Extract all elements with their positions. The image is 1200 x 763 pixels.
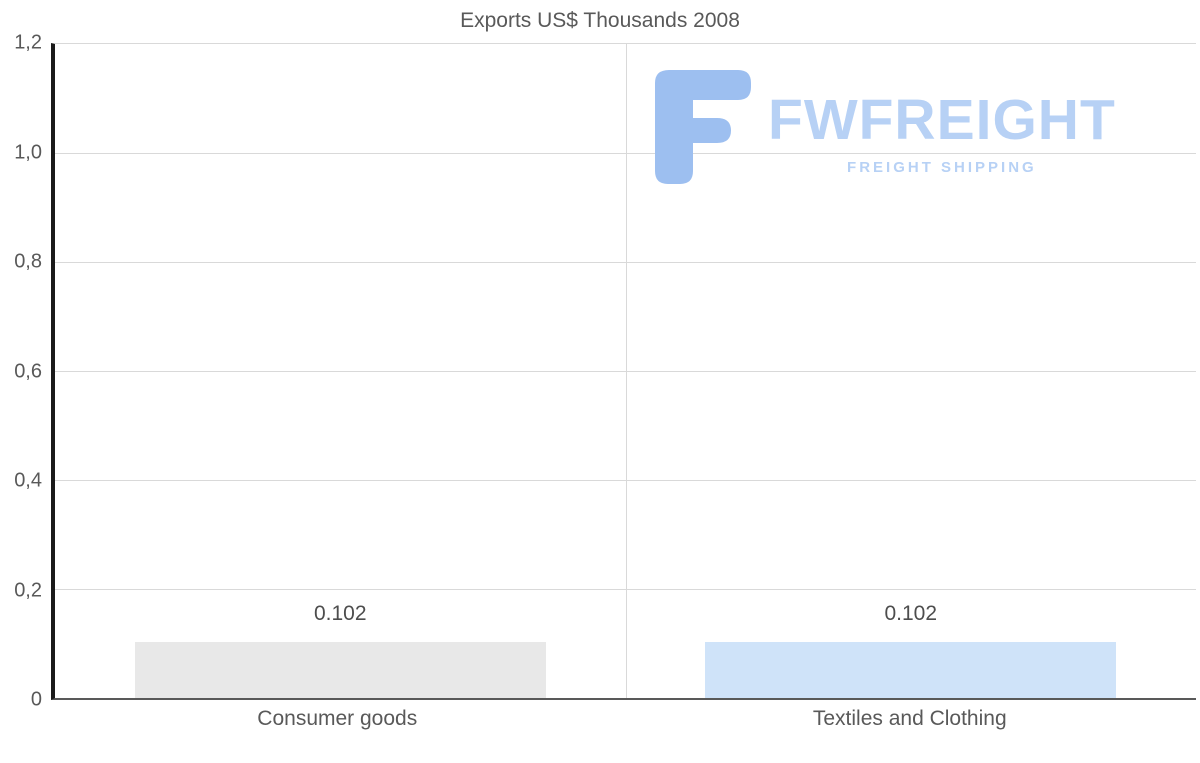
plot-area: FWFREIGHT FREIGHT SHIPPING 0.102 0.102 [51, 43, 1196, 700]
x-axis: Consumer goods Textiles and Clothing [51, 707, 1196, 739]
y-axis-tick-label: 1,0 [14, 141, 42, 163]
bar-textiles-and-clothing [705, 642, 1117, 698]
horizontal-gridline [55, 371, 1196, 372]
horizontal-gridline [55, 153, 1196, 154]
watermark-logo: FWFREIGHT FREIGHT SHIPPING [655, 70, 1116, 184]
horizontal-gridline [55, 589, 1196, 590]
chart-title: Exports US$ Thousands 2008 [460, 9, 740, 32]
x-category-label: Consumer goods [257, 707, 418, 730]
y-axis-tick-label: 0,4 [14, 469, 42, 492]
y-axis-tick-label: 0 [30, 688, 42, 711]
logo-f-path [655, 70, 751, 184]
bar-value-label: 0.102 [884, 602, 938, 626]
y-axis-tick-label: 1,2 [14, 31, 42, 54]
y-axis: 1,2 1,0 0,8 0,6 0,4 0,2 0 [0, 32, 42, 711]
horizontal-gridline [55, 262, 1196, 263]
y-axis-tick-label: 0,2 [14, 579, 42, 601]
y-axis-tick-label: 0,8 [14, 250, 42, 273]
y-axis-tick-label: 0,6 [14, 360, 42, 382]
logo-f-icon [655, 70, 751, 184]
bar-consumer-goods [134, 642, 546, 698]
bar-value-label: 0.102 [313, 602, 367, 626]
horizontal-gridline [55, 480, 1196, 481]
x-category-label: Textiles and Clothing [812, 707, 1007, 730]
logo-tagline: FREIGHT SHIPPING [847, 159, 1037, 176]
logo-text-block: FWFREIGHT FREIGHT SHIPPING [768, 70, 1116, 177]
logo-brand: FWFREIGHT [768, 88, 1116, 152]
